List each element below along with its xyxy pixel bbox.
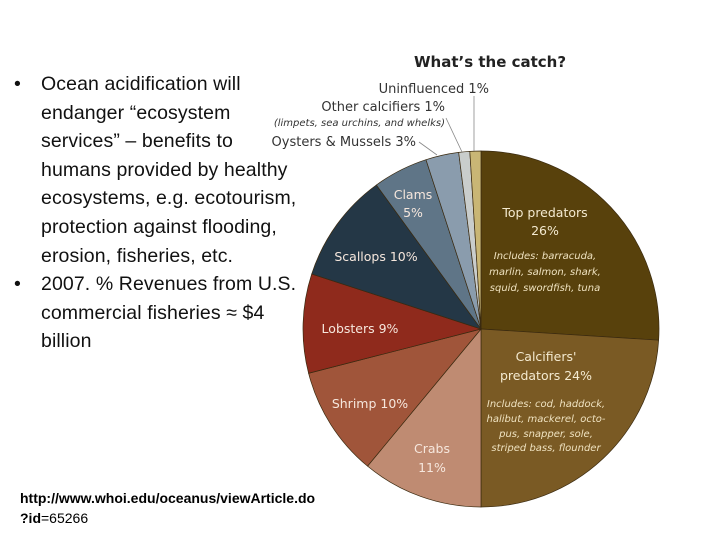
- label-shrimp: Shrimp 10%: [332, 396, 408, 411]
- label-crabs: Crabs: [414, 441, 450, 456]
- pie-slice-lobsters: [302, 273, 483, 374]
- label-lobsters: Lobsters 9%: [322, 321, 399, 336]
- bullet-list: • Ocean acidification will endanger “ecos…: [8, 70, 298, 356]
- bullet-marker: •: [14, 273, 21, 296]
- pie-slices: [302, 150, 660, 508]
- pie-slice-scallops: [311, 184, 482, 330]
- chart-title: What’s the catch?: [414, 53, 566, 71]
- note-top-predators-2: marlin, salmon, shark,: [489, 267, 601, 278]
- label-scallops: Scallops 10%: [334, 249, 417, 264]
- leader-lines: [418, 96, 475, 156]
- label-uninfluenced: Uninfluenced 1%: [379, 82, 489, 97]
- source-url-line2: ?id=65266: [20, 510, 89, 526]
- bullet-text: 2007. % Revenues from U.S. commercial fi…: [41, 273, 297, 353]
- pie-slice-shrimp: [308, 328, 482, 467]
- note-calcifiers-1: Includes: cod, haddock,: [487, 399, 605, 410]
- label-clams: Clams: [394, 187, 433, 202]
- label-clams-pct: 5%: [403, 205, 423, 220]
- bullet-marker: •: [14, 73, 21, 95]
- label-other-calcifiers: Other calcifiers 1%: [321, 100, 445, 115]
- note-top-predators-1: Includes: barracuda,: [494, 251, 596, 262]
- note-calcifiers-3: pus, snapper, sole,: [498, 429, 593, 440]
- label-calcifiers-predators-2: predators 24%: [500, 368, 592, 383]
- source-url-line1: http://www.whoi.edu/oceanus/viewArticle.…: [20, 490, 316, 506]
- label-calcifiers-predators-1: Calcifiers': [516, 349, 577, 364]
- label-other-calcifiers-note: (limpets, sea urchins, and whelks): [274, 118, 445, 129]
- leader-oysters: [418, 141, 438, 156]
- label-top-predators-pct: 26%: [531, 223, 559, 238]
- bullet-ocean-acidification: • Ocean acidification will endanger “ecos…: [8, 70, 298, 270]
- note-calcifiers-4: striped bass, flounder: [491, 443, 601, 454]
- pie-slice-crabs: [367, 328, 482, 508]
- pie-slice-uninfluenced: [469, 150, 482, 330]
- note-calcifiers-2: halibut, mackerel, octo-: [487, 414, 606, 425]
- note-top-predators-3: squid, swordfish, tuna: [490, 283, 600, 294]
- leader-other-calcifiers: [445, 117, 463, 153]
- bullet-revenues: • 2007. % Revenues from U.S. commercial f…: [8, 270, 298, 356]
- label-oysters: Oysters & Mussels 3%: [272, 135, 416, 150]
- source-citation: http://www.whoi.edu/oceanus/viewArticle.…: [20, 488, 380, 528]
- pie-slice-top-predators: [480, 150, 660, 341]
- label-top-predators: Top predators: [501, 205, 587, 220]
- label-crabs-pct: 11%: [418, 460, 446, 475]
- pie-slice-calcifiers-predators: [480, 328, 660, 508]
- bullet-text: Ocean acidification will endanger “ecosy…: [41, 73, 297, 267]
